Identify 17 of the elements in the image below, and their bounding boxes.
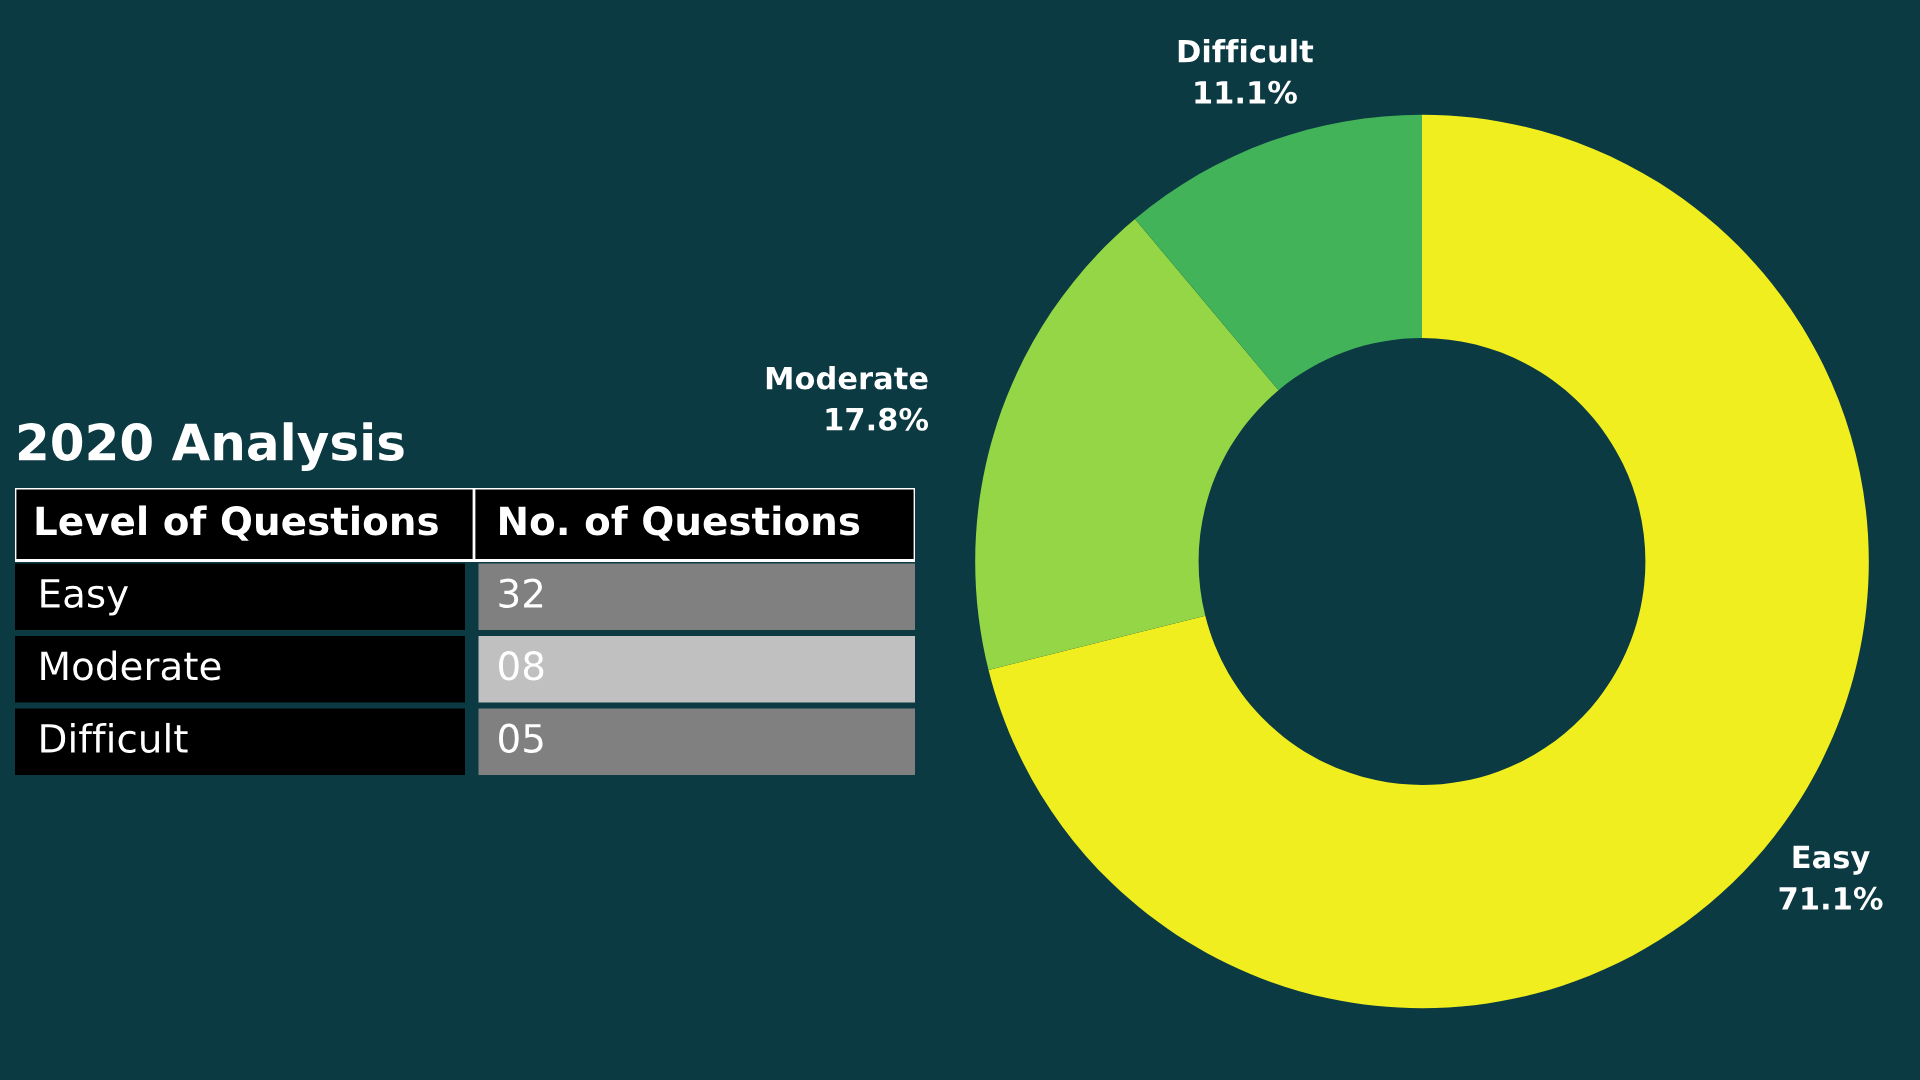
category-label: Moderate: [41, 650, 221, 681]
category-label: Easy: [41, 579, 129, 616]
text: Level of Questions: [36, 505, 438, 541]
text: 2020 Analysis: [18, 422, 404, 472]
data-label: 08: [499, 651, 544, 681]
slice-label: Difficult: [1178, 39, 1314, 63]
text: No. of Questions: [500, 505, 860, 541]
data-label: 71.1%: [1779, 886, 1883, 910]
data-label: 17.8%: [826, 407, 929, 431]
slice-label: Moderate: [766, 365, 928, 390]
category-label: Difficult: [41, 722, 188, 754]
slice-label: Easy: [1793, 845, 1870, 875]
data-label: 11.1%: [1195, 80, 1297, 104]
data-label: 32: [499, 578, 543, 609]
donut-slice: [975, 219, 1279, 670]
donut-slice: [1135, 114, 1422, 391]
data-label: 05: [499, 723, 543, 754]
